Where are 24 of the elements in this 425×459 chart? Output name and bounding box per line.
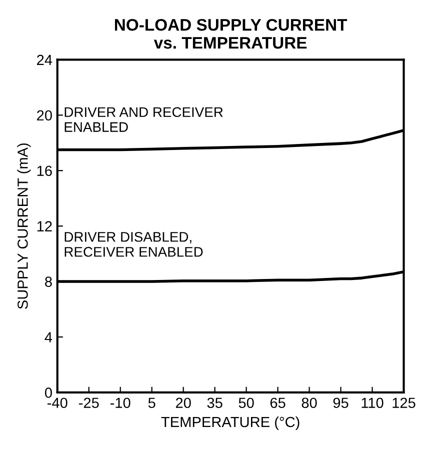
- chart-title: NO-LOAD SUPPLY CURRENT vs. TEMPERATURE: [114, 18, 348, 49]
- x-tick-label: 125: [392, 398, 416, 408]
- x-tick-label: -40: [47, 398, 68, 408]
- x-tick-label: 20: [176, 398, 191, 408]
- x-axis-title: TEMPERATURE (°C): [161, 416, 300, 430]
- y-axis-title: SUPPLY CURRENT (mA): [17, 143, 31, 309]
- y-tick-label: 4: [44, 332, 52, 342]
- x-tick-label: 95: [333, 398, 348, 408]
- y-tick-label: 8: [45, 276, 52, 287]
- x-tick-label: 65: [270, 398, 286, 408]
- x-tick-label: 50: [238, 398, 254, 408]
- y-tick-label: 24: [37, 54, 52, 65]
- x-tick-label: 110: [362, 398, 384, 408]
- series-label: DRIVER AND RECEIVER ENABLED: [64, 107, 223, 132]
- y-tick-label: 12: [37, 221, 52, 232]
- x-tick-label: 35: [207, 398, 222, 408]
- y-tick-label: 20: [37, 110, 52, 121]
- series-label: DRIVER DISABLED, RECEIVER ENABLED: [64, 232, 203, 257]
- x-tick-label: 5: [148, 398, 156, 408]
- y-tick-label: 0: [44, 388, 52, 398]
- y-tick-label: 16: [37, 166, 52, 176]
- x-tick-label: -10: [110, 398, 130, 408]
- x-tick-label: 80: [302, 398, 317, 408]
- x-tick-label: -25: [78, 398, 99, 408]
